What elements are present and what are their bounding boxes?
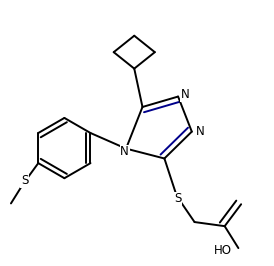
Text: N: N	[196, 125, 204, 138]
Text: HO: HO	[213, 244, 232, 257]
Text: S: S	[175, 192, 182, 205]
Text: N: N	[120, 146, 129, 159]
Text: N: N	[181, 88, 189, 101]
Text: S: S	[21, 174, 28, 188]
